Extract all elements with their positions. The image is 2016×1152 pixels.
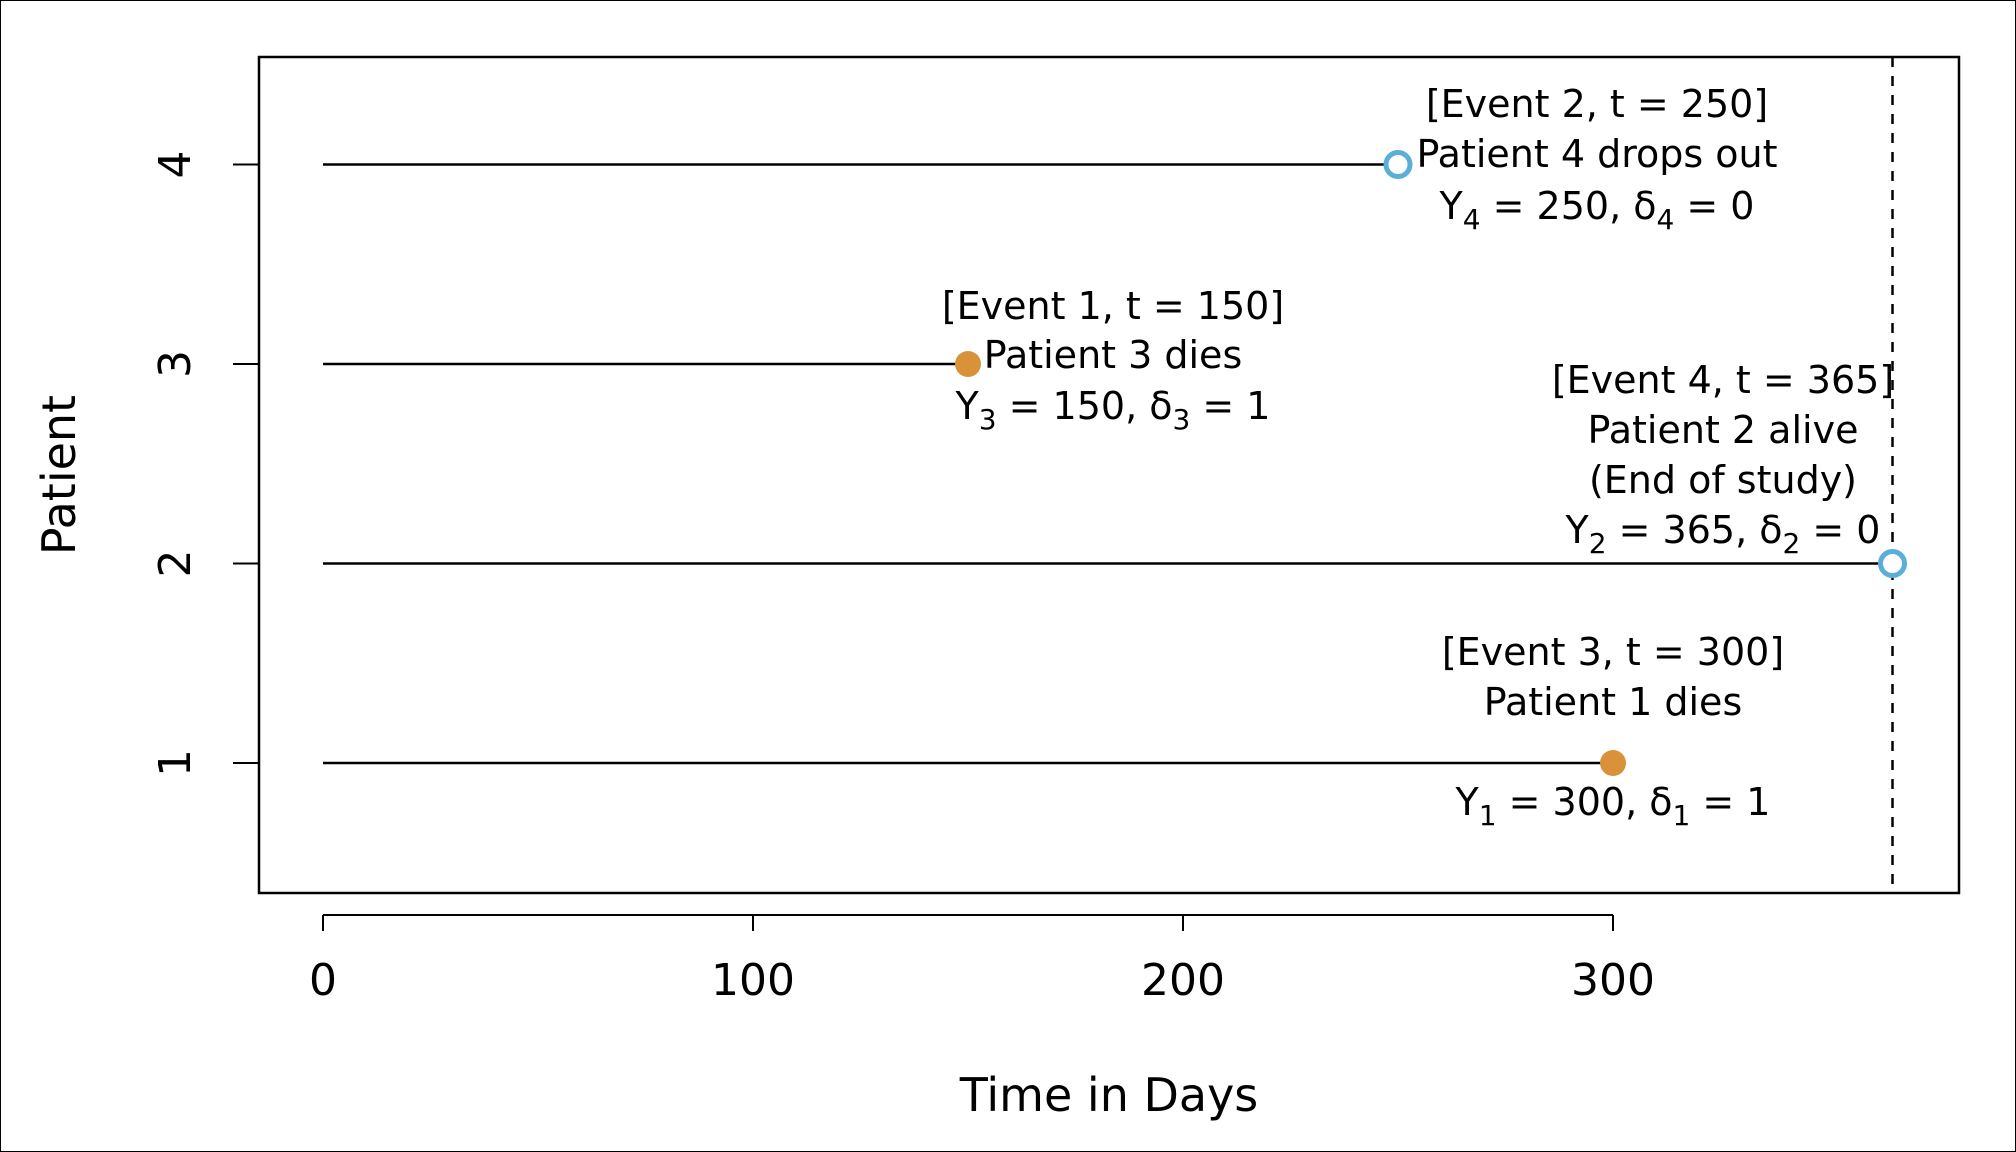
equation-subscript: 2	[1782, 527, 1800, 560]
patient-4-annotation-line: [Event 2, t = 250]	[1426, 82, 1768, 126]
equation-part: = 0	[1674, 184, 1754, 228]
y-tick-label: 4	[150, 151, 201, 179]
equation-part: Y	[1455, 780, 1480, 824]
equation-subscript: 3	[1172, 403, 1190, 436]
y-tick-label: 1	[150, 749, 201, 777]
patient-2-equation: Y2 = 365, δ2 = 0	[1565, 508, 1881, 560]
patient-1-annotation-line: [Event 3, t = 300]	[1442, 630, 1784, 674]
equation-part: = 365,	[1607, 508, 1760, 552]
equation-subscript: 4	[1463, 203, 1481, 236]
equation-part: δ	[1759, 508, 1782, 552]
patient-1-annotation-line: Patient 1 dies	[1484, 680, 1743, 724]
equation-part: = 0	[1800, 508, 1880, 552]
patient-1-death-point	[1600, 750, 1626, 776]
patient-4-censored-point	[1383, 150, 1413, 179]
patient-4-equation: Y4 = 250, δ4 = 0	[1439, 184, 1755, 236]
patient-4-annotation-line: Patient 4 drops out	[1416, 132, 1777, 176]
x-tick-label: 0	[309, 955, 337, 1006]
x-axis-title: Time in Days	[959, 1068, 1259, 1122]
patient-2-censored-point	[1878, 549, 1907, 578]
y-tick-label: 3	[150, 350, 201, 378]
equation-subscript: 2	[1589, 527, 1607, 560]
equation-part: δ	[1633, 184, 1656, 228]
x-tick-label: 200	[1141, 955, 1225, 1006]
equation-part: δ	[1149, 384, 1172, 428]
y-axis-title: Patient	[32, 395, 86, 555]
equation-part: = 1	[1190, 384, 1270, 428]
patient-3-annotation-line: Patient 3 dies	[984, 333, 1243, 377]
patient-3-death-point	[955, 351, 981, 377]
equation-part: Y	[955, 384, 980, 428]
equation-subscript: 1	[1672, 799, 1690, 832]
equation-part: Y	[1565, 508, 1590, 552]
equation-subscript: 4	[1656, 203, 1674, 236]
patient-2-annotation-line: Patient 2 alive	[1588, 408, 1859, 452]
equation-part: Y	[1439, 184, 1464, 228]
x-tick-label: 300	[1571, 955, 1655, 1006]
equation-part: δ	[1649, 780, 1672, 824]
equation-subscript: 3	[979, 403, 997, 436]
patient-2-annotation-line: (End of study)	[1589, 458, 1857, 502]
x-tick-label: 100	[711, 955, 795, 1006]
plot-frame	[257, 55, 1961, 895]
equation-subscript: 1	[1479, 799, 1497, 832]
patient-3-equation: Y3 = 150, δ3 = 1	[955, 384, 1271, 436]
patient-3-annotation-line: [Event 1, t = 150]	[942, 284, 1284, 328]
equation-part: = 150,	[997, 384, 1150, 428]
equation-part: = 300,	[1497, 780, 1650, 824]
equation-part: = 1	[1690, 780, 1770, 824]
equation-part: = 250,	[1481, 184, 1634, 228]
patient-1-equation: Y1 = 300, δ1 = 1	[1455, 780, 1771, 832]
patient-2-annotation-line: [Event 4, t = 365]	[1552, 358, 1894, 402]
y-tick-label: 2	[150, 550, 201, 578]
